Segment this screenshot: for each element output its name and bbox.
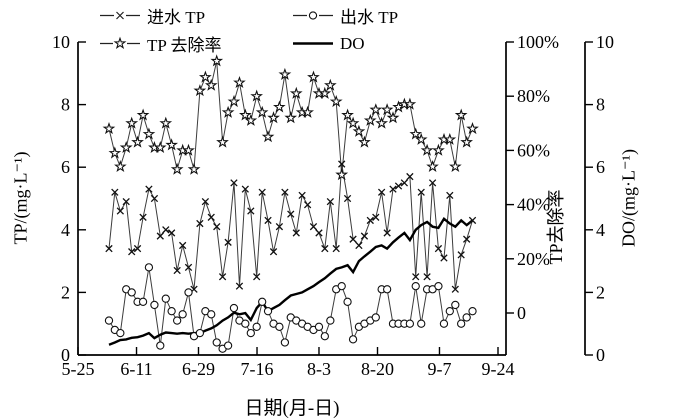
legend-label-influent-tp: 进水 TP	[147, 8, 206, 27]
solid-line-icon	[293, 42, 333, 45]
y-axis-label-tp: TP/(mg·L⁻¹)	[10, 151, 31, 245]
svg-text:80%: 80%	[517, 86, 550, 106]
svg-text:0: 0	[596, 345, 605, 365]
svg-text:9-7: 9-7	[427, 359, 451, 379]
circle-marker-icon	[293, 11, 333, 20]
legend-item-do: DO	[293, 31, 398, 56]
legend: 进水 TP 出水 TP TP 去除率 DO	[100, 3, 398, 56]
series-tp-removal-markers	[102, 54, 479, 181]
series-influent-tp-markers	[105, 160, 477, 293]
svg-text:6: 6	[596, 157, 605, 177]
legend-item-tp-removal: TP 去除率	[100, 31, 293, 56]
svg-text:60%: 60%	[517, 140, 550, 160]
legend-item-influent-tp: 进水 TP	[100, 3, 293, 28]
svg-text:8: 8	[596, 95, 605, 115]
y-axis-label-removal: TP去除率	[546, 189, 566, 265]
svg-text:40%: 40%	[517, 195, 550, 215]
svg-text:6-29: 6-29	[182, 359, 215, 379]
svg-text:2: 2	[61, 282, 70, 302]
svg-text:8: 8	[61, 95, 70, 115]
svg-text:4: 4	[596, 220, 605, 240]
svg-text:8-3: 8-3	[307, 359, 331, 379]
series-do-line	[108, 217, 474, 346]
svg-text:100%: 100%	[517, 32, 559, 52]
svg-text:0: 0	[61, 345, 70, 365]
svg-text:9-24: 9-24	[482, 359, 515, 379]
star-marker-icon	[100, 36, 140, 50]
x-marker-icon	[100, 11, 140, 20]
legend-label-effluent-tp: 出水 TP	[340, 8, 399, 27]
svg-text:4: 4	[61, 220, 70, 240]
svg-text:0: 0	[517, 303, 526, 323]
svg-text:6: 6	[61, 157, 70, 177]
svg-text:20%: 20%	[517, 249, 550, 269]
svg-text:10: 10	[52, 32, 70, 52]
x-axis-label: 日期(月-日)	[244, 398, 340, 419]
legend-label-do: DO	[340, 33, 365, 53]
svg-text:10: 10	[596, 32, 614, 52]
series-effluent-tp-markers	[104, 263, 477, 353]
svg-text:5-25: 5-25	[62, 359, 95, 379]
svg-text:8-20: 8-20	[361, 359, 394, 379]
legend-label-tp-removal: TP 去除率	[147, 36, 222, 55]
svg-text:2: 2	[596, 282, 605, 302]
y-axis-label-do: DO/(mg·L⁻¹)	[618, 149, 639, 247]
svg-text:7-16: 7-16	[241, 359, 274, 379]
svg-text:6-11: 6-11	[120, 359, 152, 379]
legend-item-effluent-tp: 出水 TP	[293, 3, 398, 28]
